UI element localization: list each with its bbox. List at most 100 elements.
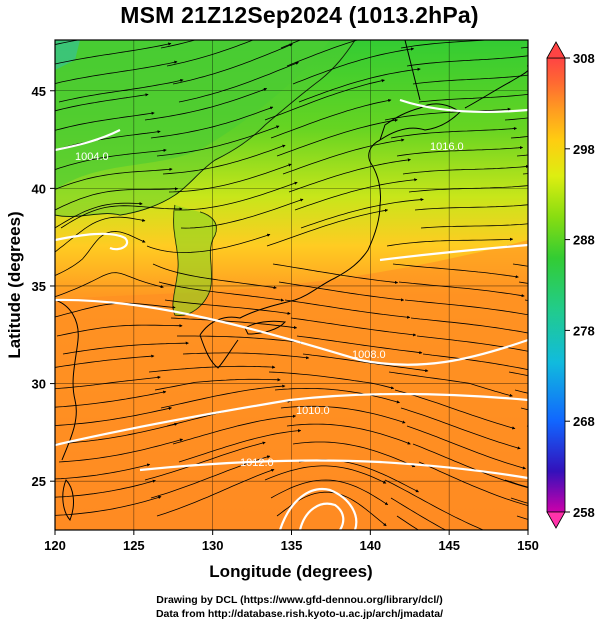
streamline (58, 78, 184, 103)
streamline (422, 353, 528, 370)
isobar-low-1 (278, 487, 358, 530)
streamline (170, 317, 298, 330)
streamline (264, 79, 385, 121)
isobar-line-6 (55, 232, 129, 251)
streamline (412, 74, 528, 85)
streamline (172, 414, 297, 445)
streamline (182, 352, 310, 360)
streamline (58, 438, 184, 463)
streamline (292, 441, 416, 468)
streamline (146, 233, 271, 253)
streamline (55, 422, 178, 445)
streamline (388, 371, 513, 397)
streamline (55, 406, 173, 426)
streamline (55, 463, 151, 480)
streamline (160, 40, 197, 49)
streamline (418, 93, 528, 103)
x-tick-label-130: 130 (202, 538, 224, 553)
colorbar-tick-label-288: 288 (573, 233, 595, 248)
streamline (266, 208, 389, 247)
streamline (398, 281, 525, 298)
map-plot-area: 1010.0 1012.0 1008.0 1016.0 1004.0 (55, 40, 599, 530)
streamline (276, 118, 399, 157)
streamline (406, 425, 527, 470)
colorbar-min-arrow (546, 511, 566, 529)
colorbar: 308 298 288 278 268 258 (546, 41, 595, 529)
streamline (55, 375, 161, 390)
kuril-coast (464, 69, 528, 109)
streamline (168, 163, 292, 193)
streamline (537, 336, 599, 357)
streamline (60, 205, 183, 229)
colorbar-max-arrow (546, 41, 566, 59)
taiwan-coast (62, 479, 74, 521)
isobar-label-5: 1004.0 (75, 151, 109, 163)
colorbar-tick-label-278: 278 (573, 323, 595, 338)
colorbar-gradient (546, 57, 566, 513)
streamline (384, 479, 485, 530)
streamline (62, 341, 189, 355)
mainland-coast (55, 40, 356, 217)
credit-drawing: Drawing by DCL (https://www.gfd-dennou.o… (156, 594, 443, 606)
colorbar-tick-label-308: 308 (573, 51, 595, 66)
streamline (396, 146, 524, 157)
streamline (55, 111, 155, 131)
streamline (144, 87, 268, 121)
streamline (55, 495, 162, 516)
streamline (300, 198, 424, 229)
streamline (55, 40, 81, 46)
isobar-line-2 (139, 459, 528, 480)
streamline (55, 202, 143, 229)
streamline (290, 317, 417, 337)
streamline (294, 178, 418, 211)
streamline (55, 187, 179, 211)
y-tick-label-40: 40 (32, 181, 46, 196)
streamline (162, 144, 286, 175)
isobar-line-4 (55, 129, 121, 152)
streamline (400, 407, 521, 450)
y-axis-label: Latitude (degrees) (5, 211, 24, 358)
isobar-label-3: 1008.0 (352, 349, 386, 361)
x-tick-label-135: 135 (281, 538, 303, 553)
isobar-label-4: 1016.0 (430, 141, 464, 153)
streamline (180, 198, 304, 229)
streamline (286, 40, 359, 67)
isobar-labels: 1010.0 1012.0 1008.0 1016.0 1004.0 (75, 141, 464, 469)
streamline (520, 46, 528, 49)
streamline (416, 335, 528, 352)
streamline (533, 444, 599, 457)
streamline (278, 281, 405, 302)
x-tick-label-140: 140 (359, 538, 381, 553)
streamline (178, 429, 302, 463)
colorbar-tick-label-268: 268 (573, 414, 595, 429)
streamline (274, 387, 401, 404)
streamline (504, 479, 528, 488)
streamline (55, 479, 156, 498)
streamline (272, 263, 399, 284)
streamline (414, 204, 528, 211)
isobar-low-2 (298, 502, 345, 530)
streamline (402, 164, 528, 175)
streamline (55, 167, 173, 190)
y-tick-label-45: 45 (32, 84, 46, 99)
credit-data-source: Data from http://database.rish.kyoto-u.a… (155, 608, 444, 620)
x-tick-label-145: 145 (438, 538, 460, 553)
streamline (55, 302, 176, 318)
streamline (55, 272, 164, 298)
streamline (150, 106, 274, 139)
streamline (535, 175, 599, 210)
streamline (164, 299, 291, 315)
kyushu-coast (199, 334, 239, 369)
streamline (292, 47, 415, 85)
streamline (156, 125, 280, 157)
streamline (148, 365, 276, 373)
streamline (420, 223, 528, 229)
streamline (418, 461, 528, 507)
streamline (156, 468, 275, 517)
streamline (270, 479, 389, 506)
isobar-line-7 (379, 243, 528, 262)
x-tick-label-150: 150 (517, 538, 539, 553)
isobar-line-3 (55, 298, 528, 366)
streamline (55, 390, 167, 408)
streamline (504, 117, 528, 121)
